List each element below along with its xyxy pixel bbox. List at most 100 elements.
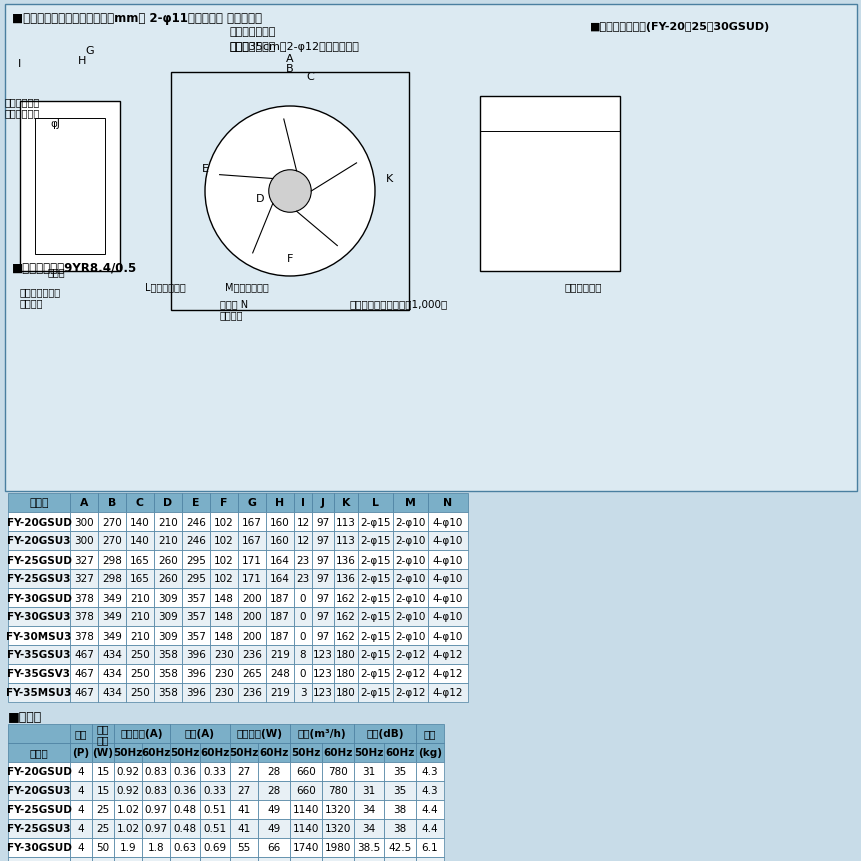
Text: 97: 97 xyxy=(316,593,329,603)
Text: 349: 349 xyxy=(102,631,121,641)
Text: 246: 246 xyxy=(186,536,206,546)
Text: 180: 180 xyxy=(336,650,356,660)
Text: L: L xyxy=(372,498,379,508)
Bar xyxy=(182,664,210,684)
Text: FY-20GSU3: FY-20GSU3 xyxy=(7,536,71,546)
Text: 42.5: 42.5 xyxy=(388,843,412,852)
Text: 起動電流(A): 起動電流(A) xyxy=(121,728,163,739)
Text: 230: 230 xyxy=(214,650,233,660)
Text: 2-φ12: 2-φ12 xyxy=(395,669,425,678)
Text: 電源コード（有効長約1,000）: 電源コード（有効長約1,000） xyxy=(350,299,448,308)
Bar xyxy=(294,569,312,588)
Text: 349: 349 xyxy=(102,593,121,603)
Text: 165: 165 xyxy=(130,554,150,565)
Text: 2-φ12: 2-φ12 xyxy=(395,650,425,660)
Bar xyxy=(428,550,468,569)
Text: 2-φ15: 2-φ15 xyxy=(360,631,390,641)
Bar xyxy=(416,838,443,857)
Bar xyxy=(8,819,70,838)
Text: 187: 187 xyxy=(269,593,289,603)
Text: 50Hz: 50Hz xyxy=(229,747,258,758)
Bar xyxy=(182,493,210,512)
Bar xyxy=(210,664,238,684)
Text: 97: 97 xyxy=(316,536,329,546)
Bar xyxy=(8,531,70,550)
Bar xyxy=(170,781,200,800)
Bar xyxy=(35,119,105,255)
Bar xyxy=(357,550,393,569)
Bar xyxy=(322,781,354,800)
Bar xyxy=(354,762,383,781)
Bar xyxy=(294,626,312,645)
Bar xyxy=(98,531,126,550)
Text: 248: 248 xyxy=(269,669,289,678)
Bar xyxy=(294,531,312,550)
Bar xyxy=(428,626,468,645)
Text: 164: 164 xyxy=(269,573,289,584)
Bar xyxy=(98,607,126,626)
Text: 250: 250 xyxy=(130,688,150,697)
Text: 309: 309 xyxy=(158,612,177,622)
Bar xyxy=(70,743,92,762)
Text: 4-φ10: 4-φ10 xyxy=(432,612,462,622)
Text: 2-φ15: 2-φ15 xyxy=(360,688,390,697)
Text: 102: 102 xyxy=(214,573,233,584)
Bar xyxy=(154,626,182,645)
Text: 60Hz: 60Hz xyxy=(141,747,170,758)
Text: 0.33: 0.33 xyxy=(203,766,226,777)
Text: 35: 35 xyxy=(393,766,406,777)
Text: 780: 780 xyxy=(328,785,348,796)
Bar xyxy=(210,493,238,512)
Text: FY-20GSUD: FY-20GSUD xyxy=(7,766,71,777)
Text: 148: 148 xyxy=(214,593,233,603)
Text: 50Hz: 50Hz xyxy=(291,747,320,758)
Text: 378: 378 xyxy=(74,631,94,641)
Bar xyxy=(322,838,354,857)
Text: 309: 309 xyxy=(158,593,177,603)
Bar xyxy=(170,838,200,857)
Text: 160: 160 xyxy=(269,517,289,527)
Text: FY-20GSU3: FY-20GSU3 xyxy=(7,785,71,796)
Text: FY-35GSU3: FY-35GSU3 xyxy=(7,650,71,660)
Text: 210: 210 xyxy=(130,612,150,622)
Text: E: E xyxy=(201,164,208,174)
Bar xyxy=(114,819,142,838)
Bar xyxy=(257,838,289,857)
Bar xyxy=(98,569,126,588)
Bar xyxy=(210,531,238,550)
Bar xyxy=(154,645,182,664)
Bar xyxy=(170,819,200,838)
Text: B: B xyxy=(286,64,294,74)
Bar xyxy=(266,645,294,664)
Bar xyxy=(70,819,92,838)
Text: 4-φ10: 4-φ10 xyxy=(432,593,462,603)
Text: 123: 123 xyxy=(313,669,332,678)
Bar xyxy=(230,724,289,743)
Bar xyxy=(92,819,114,838)
Text: F: F xyxy=(220,498,227,508)
Bar xyxy=(70,607,98,626)
Text: 102: 102 xyxy=(214,517,233,527)
Text: 12: 12 xyxy=(296,517,309,527)
Text: 236: 236 xyxy=(242,650,262,660)
Text: 2-φ15: 2-φ15 xyxy=(360,593,390,603)
Bar xyxy=(238,512,266,531)
Text: 品　番: 品 番 xyxy=(29,498,49,508)
Bar xyxy=(238,569,266,588)
Text: 246: 246 xyxy=(186,517,206,527)
Bar xyxy=(8,569,70,588)
Text: 260: 260 xyxy=(158,573,177,584)
Bar xyxy=(238,531,266,550)
Circle shape xyxy=(205,107,375,276)
Bar xyxy=(312,493,333,512)
Bar xyxy=(333,531,357,550)
Bar xyxy=(428,493,468,512)
Text: 0.48: 0.48 xyxy=(173,804,196,815)
Text: C: C xyxy=(136,498,144,508)
Text: 1320: 1320 xyxy=(325,804,350,815)
Text: 396: 396 xyxy=(186,688,206,697)
Bar xyxy=(8,626,70,645)
Text: 0.51: 0.51 xyxy=(203,823,226,833)
Bar xyxy=(170,762,200,781)
Text: 1.02: 1.02 xyxy=(116,804,139,815)
